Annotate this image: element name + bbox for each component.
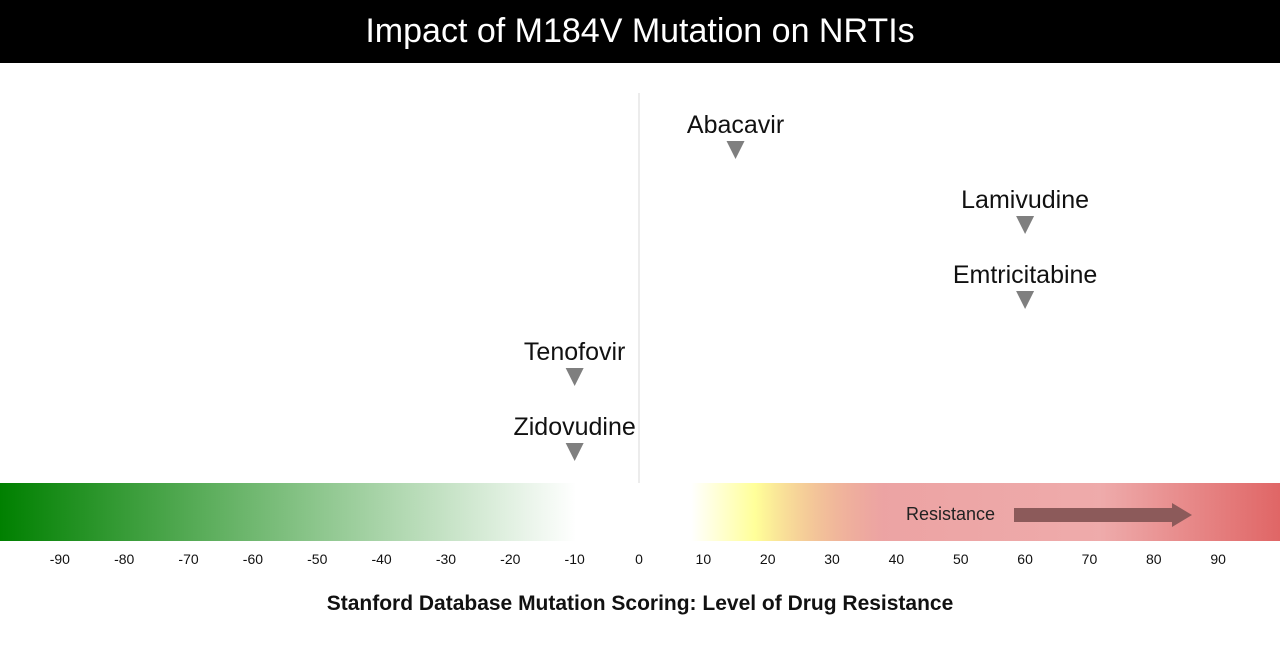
x-tick-label: 50 [953, 551, 969, 567]
point-marker [726, 141, 745, 159]
x-tick-label: -20 [500, 551, 520, 567]
x-tick-label: -60 [243, 551, 263, 567]
x-tick-label: -80 [114, 551, 134, 567]
x-tick-label: 90 [1210, 551, 1226, 567]
point-marker [565, 443, 584, 461]
data-point: Abacavir [687, 111, 784, 159]
x-tick-label: 40 [889, 551, 905, 567]
x-tick-label: 0 [635, 551, 643, 567]
resistance-annotation: Resistance [906, 503, 1192, 527]
chart-title: Impact of M184V Mutation on NRTIs [0, 0, 1280, 63]
chart-plot: -90 -80 -70 -60 -50 -40 -30 -20 -10 0 10 20 30 40 50 60… [0, 93, 1280, 567]
point-label: Emtricitabine [953, 261, 1098, 289]
point-label: Lamivudine [961, 186, 1089, 214]
x-tick-label: -30 [436, 551, 456, 567]
x-tick-label: 70 [1082, 551, 1098, 567]
x-tick-label: -90 [50, 551, 70, 567]
x-tick-label: 30 [824, 551, 840, 567]
data-point: Emtricitabine [953, 261, 1098, 309]
data-point: Zidovudine [513, 413, 636, 461]
point-label: Zidovudine [513, 413, 635, 441]
x-tick-label: -70 [178, 551, 198, 567]
x-tick-label: -10 [565, 551, 585, 567]
resistance-arrow-head [1172, 503, 1192, 527]
x-tick-label: -50 [307, 551, 327, 567]
x-tick-label: 10 [696, 551, 712, 567]
point-label: Tenofovir [524, 338, 625, 366]
point-label: Abacavir [687, 111, 784, 139]
x-tick-label: 60 [1017, 551, 1033, 567]
point-marker [565, 368, 584, 386]
x-axis-label: Stanford Database Mutation Scoring: Leve… [326, 592, 954, 615]
data-point: Tenofovir [524, 338, 625, 386]
data-point: Lamivudine [961, 186, 1089, 234]
x-tick-label: -40 [371, 551, 391, 567]
point-marker [1016, 291, 1035, 309]
resistance-arrow-shaft [1014, 508, 1174, 522]
x-tick-label: 80 [1146, 551, 1162, 567]
point-marker [1016, 216, 1035, 234]
x-tick-label: 20 [760, 551, 776, 567]
resistance-label: Resistance [906, 504, 995, 524]
